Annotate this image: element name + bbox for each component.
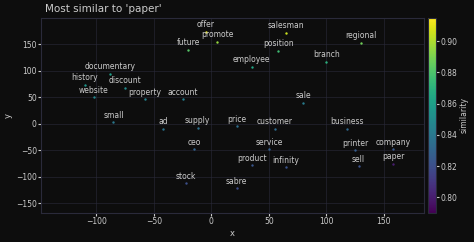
Point — [323, 60, 330, 64]
Point — [109, 120, 117, 124]
Point — [265, 147, 273, 151]
Point — [190, 147, 198, 151]
Point — [355, 164, 363, 168]
Point — [351, 148, 359, 152]
Point — [121, 86, 129, 90]
Point — [357, 41, 365, 45]
X-axis label: x: x — [230, 229, 235, 238]
Point — [389, 162, 397, 166]
Point — [194, 126, 201, 130]
Point — [248, 163, 255, 167]
Point — [182, 181, 190, 185]
Text: sabre: sabre — [226, 177, 247, 186]
Point — [343, 127, 351, 131]
Text: ad: ad — [158, 117, 168, 126]
Text: business: business — [330, 117, 364, 126]
Text: discount: discount — [109, 76, 141, 85]
Text: future: future — [177, 38, 200, 47]
Point — [81, 83, 89, 87]
Text: service: service — [255, 138, 283, 147]
Text: promote: promote — [201, 30, 233, 39]
Text: supply: supply — [185, 116, 210, 125]
Point — [283, 31, 290, 35]
Text: Most similar to 'paper': Most similar to 'paper' — [45, 4, 162, 14]
Point — [202, 30, 210, 34]
Point — [274, 49, 282, 53]
Point — [233, 187, 240, 190]
Text: sell: sell — [352, 155, 365, 164]
Text: price: price — [227, 115, 246, 124]
Point — [213, 40, 221, 44]
Y-axis label: similarity: similarity — [460, 97, 469, 133]
Point — [141, 98, 148, 101]
Point — [184, 48, 192, 52]
Text: salesman: salesman — [268, 22, 304, 30]
Text: documentary: documentary — [84, 62, 136, 71]
Point — [90, 95, 98, 99]
Text: employee: employee — [233, 55, 270, 64]
Text: customer: customer — [256, 117, 292, 126]
Text: sale: sale — [296, 91, 311, 100]
Y-axis label: y: y — [4, 113, 13, 118]
Point — [300, 101, 307, 105]
Point — [159, 127, 167, 131]
Text: offer: offer — [197, 20, 215, 29]
Text: website: website — [79, 86, 109, 95]
Point — [179, 98, 186, 101]
Text: account: account — [167, 88, 198, 97]
Point — [389, 147, 397, 151]
Text: printer: printer — [342, 139, 368, 148]
Text: product: product — [237, 153, 266, 163]
Text: small: small — [103, 111, 124, 120]
Text: position: position — [263, 39, 293, 48]
Point — [233, 124, 240, 128]
Text: company: company — [375, 138, 411, 147]
Point — [271, 127, 278, 131]
Text: paper: paper — [382, 152, 404, 161]
Text: branch: branch — [313, 50, 340, 59]
Text: property: property — [128, 88, 161, 97]
Text: stock: stock — [176, 172, 196, 181]
Text: ceo: ceo — [187, 138, 201, 147]
Text: history: history — [72, 73, 98, 83]
Point — [283, 165, 290, 169]
Point — [248, 65, 255, 69]
Text: infinity: infinity — [273, 156, 300, 165]
Point — [106, 72, 114, 76]
Text: regional: regional — [345, 31, 377, 40]
